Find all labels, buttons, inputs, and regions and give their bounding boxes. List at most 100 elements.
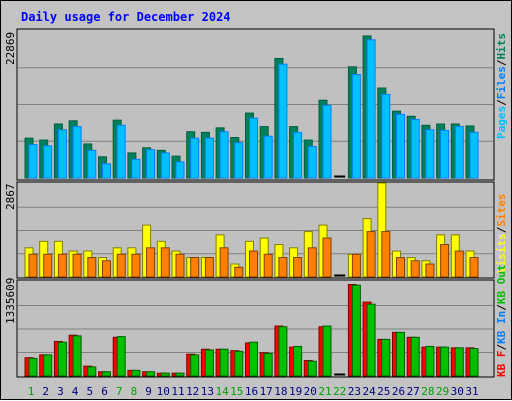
bar-sites-2 [43,253,53,278]
bar-sites-1 [28,253,38,278]
bar-kb-out-23 [351,284,361,377]
legend-sep-1: / [495,99,508,106]
bar-kb-out-7 [116,336,126,377]
bar-files-16 [249,117,258,179]
bar-kb-out-30 [454,347,464,377]
bar-kb-out-28 [425,345,435,377]
ymax-label-kbytes: 1335609 [4,278,17,324]
bar-sites-10 [160,247,170,278]
bar-files-8 [131,158,141,179]
bar-sites-27 [410,260,420,278]
bar-kb-out-12 [190,354,200,377]
bar-files-25 [381,93,391,179]
bar-files-12 [190,137,200,179]
x-tick-label: 10 [157,385,170,398]
bar-files-18 [278,63,288,179]
bar-visits-sites-empty-22 [334,274,346,277]
legend-sites: Sites [495,194,508,227]
bar-sites-26 [396,257,405,278]
bar-kb-out-27 [410,336,420,377]
bar-sites-31 [469,257,479,278]
ymax-label-hits: 22869 [4,32,17,65]
bar-files-11 [175,161,185,179]
x-tick-label: 24 [362,385,376,398]
x-tick-label: 30 [451,385,464,398]
bar-files-2 [43,145,53,179]
x-tick-label: 29 [436,385,449,398]
bar-sites-29 [440,244,450,278]
x-tick-label: 20 [304,385,317,398]
bar-kb-out-17 [263,352,273,377]
x-tick-label: 31 [465,385,478,398]
bar-files-9 [146,149,156,179]
bar-kb-out-9 [146,371,156,377]
bars [24,35,479,377]
x-tick-label: 2 [42,385,49,398]
bar-files-13 [204,137,214,179]
bar-sites-14 [219,247,229,278]
chart-title: Daily usage for December 2024 [21,10,231,24]
bar-kb-out-8 [131,369,141,377]
bar-kb-out-4 [72,335,82,377]
legend-visits: Visits [495,233,508,273]
x-tick-label: 22 [333,385,346,398]
bar-sites-4 [72,253,82,278]
bar-sites-13 [204,257,214,278]
bar-kb-out-6 [102,371,111,377]
x-tick-label: 27 [407,385,420,398]
bar-kb-out-24 [366,303,376,377]
bar-sites-7 [116,253,126,278]
x-tick-label: 21 [318,385,331,398]
bar-kb-out-10 [160,372,170,377]
legend-visits-panel: Visits/Sites [495,194,508,274]
bar-sites-16 [249,250,258,278]
x-tick-label: 25 [377,385,390,398]
bar-sites-20 [307,247,317,278]
bar-kb-out-20 [307,360,317,377]
bar-sites-25 [381,231,391,278]
bar-files-14 [219,131,229,179]
x-tick-label: 23 [348,385,361,398]
bar-kbytes-empty-22 [334,373,346,376]
bar-kb-out-15 [234,350,244,377]
bar-sites-24 [366,231,376,278]
legend-kbytes-panel: KB F/KB In/KB Out [495,264,508,377]
bar-files-29 [440,129,450,179]
bar-kb-out-16 [249,341,258,377]
bar-files-27 [410,119,420,179]
legend-kbout: KB Out [495,264,508,304]
bar-kb-out-11 [175,372,185,377]
x-tick-label: 28 [421,385,434,398]
bar-sites-6 [102,260,111,278]
bar-files-10 [160,152,170,179]
bar-files-4 [72,126,82,179]
legend-sep-2: / [495,59,508,66]
bar-files-24 [366,39,376,179]
x-axis-labels: 1 2 3 4 5 6 7 8 9 10 11 12 13 14 15 16 17 18 19 20 21 22 23 24 2… [28,385,479,398]
legend-sep-4: / [495,344,508,351]
bar-files-20 [307,146,317,179]
bar-kb-out-25 [381,338,391,377]
bar-files-23 [351,74,361,179]
bar-sites-12 [190,257,200,278]
bar-sites-19 [293,257,303,278]
x-tick-label: 8 [131,385,138,398]
bar-kb-out-2 [43,354,53,377]
legend-files: Files [495,66,508,99]
bar-sites-9 [146,247,156,278]
bar-kb-out-18 [278,326,288,377]
x-tick-label: 4 [72,385,79,398]
bar-kb-out-14 [219,348,229,377]
x-tick-label: 26 [392,385,405,398]
bar-sites-8 [131,253,141,278]
bar-files-7 [116,124,126,179]
bar-sites-30 [454,250,464,278]
bar-hits-files-pages-empty-22 [334,175,346,178]
legend-sep-5: / [495,304,508,311]
legend-kbf: KB F [495,351,508,378]
bar-files-26 [396,113,405,179]
x-tick-label: 9 [145,385,152,398]
bar-sites-17 [263,253,273,278]
legend-pages: Pages [495,106,508,139]
